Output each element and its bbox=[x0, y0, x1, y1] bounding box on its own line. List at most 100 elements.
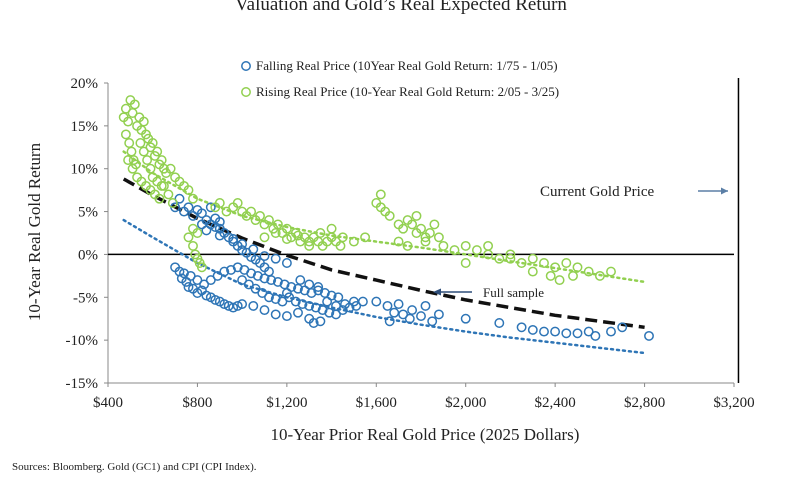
falling-price-point bbox=[384, 316, 395, 327]
falling-price-point bbox=[527, 324, 538, 335]
rising-price-point bbox=[129, 99, 140, 110]
falling-price-point bbox=[270, 294, 281, 304]
falling-price-point bbox=[516, 322, 527, 333]
rising-price-point bbox=[165, 163, 176, 174]
rising-price-point bbox=[142, 155, 153, 166]
trend-line-0 bbox=[122, 177, 645, 330]
rising-price-point bbox=[375, 189, 386, 200]
rising-price-point bbox=[163, 189, 174, 200]
trend-line-2 bbox=[122, 150, 646, 284]
falling-price-point bbox=[248, 244, 259, 255]
rising-price-point bbox=[335, 240, 346, 251]
rising-price-point bbox=[402, 240, 413, 251]
falling-price-point bbox=[277, 296, 288, 307]
rising-price-point bbox=[183, 185, 194, 196]
falling-price-point bbox=[561, 328, 572, 339]
x-tick-label: $800 bbox=[182, 395, 212, 411]
falling-price-point bbox=[219, 299, 230, 310]
legend-marker-1 bbox=[241, 87, 251, 97]
rising-price-point bbox=[545, 270, 556, 281]
falling-price-point bbox=[243, 279, 254, 290]
rising-price-point bbox=[348, 236, 359, 247]
falling-price-point bbox=[539, 326, 549, 337]
falling-price-point bbox=[259, 251, 270, 262]
rising-price-point bbox=[270, 228, 281, 238]
y-tick-label: 20% bbox=[71, 76, 99, 92]
rising-price-point bbox=[123, 155, 134, 166]
rising-price-point bbox=[420, 236, 431, 247]
falling-price-point bbox=[293, 283, 303, 294]
rising-price-point bbox=[281, 234, 292, 244]
falling-price-point bbox=[382, 300, 393, 311]
falling-price-point bbox=[313, 282, 324, 292]
rising-price-point bbox=[147, 138, 158, 148]
rising-price-point bbox=[123, 116, 134, 127]
rising-price-point bbox=[411, 210, 422, 221]
rising-price-point bbox=[460, 240, 471, 251]
rising-price-point bbox=[120, 103, 131, 114]
falling-price-point bbox=[322, 296, 333, 307]
rising-price-point bbox=[505, 253, 516, 264]
falling-price-point bbox=[192, 275, 203, 286]
falling-price-point bbox=[179, 268, 189, 279]
x-tick-label: $1,600 bbox=[356, 395, 397, 411]
falling-price-point bbox=[340, 299, 350, 310]
falling-price-point bbox=[420, 300, 431, 311]
trend-lines bbox=[122, 150, 646, 355]
legend-label-0: Falling Real Price (10Year Real Gold Ret… bbox=[256, 58, 558, 73]
falling-price-point bbox=[407, 305, 418, 316]
rising-price-point bbox=[188, 193, 198, 204]
x-tick-label: $3,200 bbox=[713, 395, 754, 411]
rising-price-point bbox=[196, 262, 207, 273]
rising-price-point bbox=[561, 258, 572, 268]
falling-price-point bbox=[315, 316, 326, 327]
x-tick-label: $2,400 bbox=[535, 395, 576, 411]
rising-price-point bbox=[516, 258, 527, 268]
legend: Falling Real Price (10Year Real Gold Ret… bbox=[241, 58, 559, 99]
chart-title: Valuation and Gold’s Real Expected Retur… bbox=[235, 0, 567, 15]
falling-price-point bbox=[433, 309, 444, 320]
rising-price-point bbox=[167, 198, 178, 208]
rising-price-point bbox=[568, 270, 578, 281]
falling-price-point bbox=[219, 266, 230, 277]
axes: -15% -10% -5% 0% 5% 10% 15% 20% $400 $800 $1,200 $1… bbox=[66, 76, 755, 411]
rising-price-point bbox=[471, 245, 482, 256]
rising-price-point bbox=[138, 146, 149, 157]
falling-price-point bbox=[324, 307, 335, 318]
falling-price-point bbox=[357, 296, 368, 307]
falling-price-point bbox=[174, 266, 185, 277]
falling-price-point bbox=[266, 275, 277, 286]
falling-price-point bbox=[232, 262, 243, 273]
legend-marker-0 bbox=[241, 61, 251, 71]
falling-price-point bbox=[228, 234, 239, 244]
rising-price-point bbox=[214, 198, 225, 208]
falling-price-point bbox=[304, 279, 315, 290]
annotations: Current Gold Price Full sample bbox=[433, 78, 740, 383]
rising-price-point bbox=[594, 270, 605, 281]
rising-price-point bbox=[124, 138, 135, 148]
falling-price-point bbox=[606, 326, 616, 337]
falling-price-point bbox=[416, 311, 426, 322]
x-tick-label: $1,200 bbox=[266, 395, 307, 411]
y-tick-label: 10% bbox=[71, 162, 99, 178]
y-tick-label: -5% bbox=[73, 290, 98, 306]
rising-price-point bbox=[360, 232, 371, 243]
rising-price-point bbox=[126, 146, 137, 157]
rising-price-point bbox=[460, 258, 471, 268]
rising-price-point bbox=[550, 262, 561, 273]
falling-price-point bbox=[427, 316, 438, 327]
falling-price-point bbox=[214, 230, 225, 241]
falling-price-point bbox=[644, 330, 654, 341]
rising-price-point bbox=[494, 253, 505, 264]
falling-price-point bbox=[313, 285, 324, 296]
falling-price-point bbox=[279, 279, 290, 290]
falling-price-point bbox=[259, 273, 270, 284]
rising-price-point bbox=[326, 223, 337, 234]
rising-price-point bbox=[583, 266, 594, 277]
rising-price-point bbox=[337, 232, 348, 243]
rising-price-point bbox=[246, 206, 257, 217]
falling-price-point bbox=[317, 305, 328, 316]
x-axis-label: 10-Year Prior Real Gold Price (2025 Doll… bbox=[271, 425, 580, 444]
rising-price-point bbox=[290, 228, 301, 238]
